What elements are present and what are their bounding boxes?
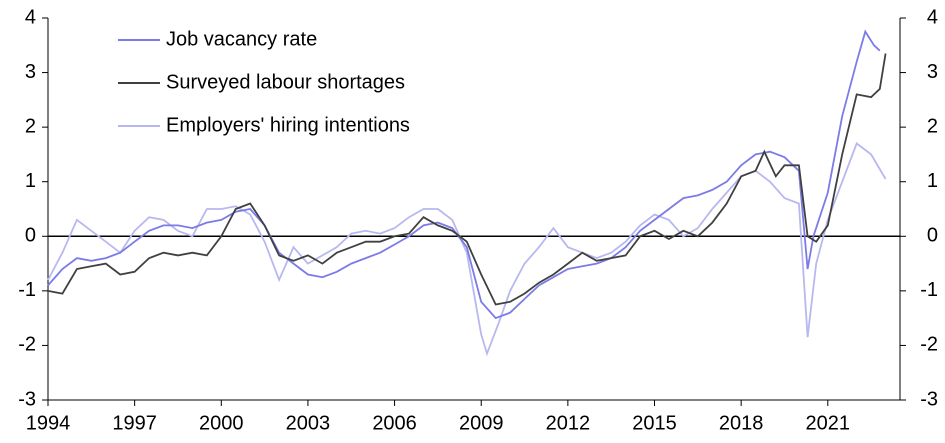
- y-tick-label: 0: [25, 225, 36, 247]
- x-tick-label: 2021: [806, 412, 851, 434]
- series-line: [47, 29, 881, 320]
- x-tick-label: 1997: [112, 412, 157, 434]
- x-tick-label: 2009: [459, 412, 504, 434]
- y-tick-label: -2: [18, 334, 36, 356]
- y2-tick-label: 3: [927, 61, 938, 83]
- x-tick-label: 2000: [199, 412, 244, 434]
- y-tick-label: 1: [25, 170, 36, 192]
- x-tick-label: 2003: [286, 412, 331, 434]
- legend-label: Job vacancy rate: [166, 28, 317, 50]
- legend-label: Employers' hiring intentions: [166, 114, 410, 136]
- x-tick-label: 2018: [719, 412, 764, 434]
- y-tick-label: 4: [25, 6, 36, 28]
- y-tick-label: -3: [18, 388, 36, 410]
- y-tick-label: 2: [25, 115, 36, 137]
- y2-tick-label: 4: [927, 6, 938, 28]
- x-tick-label: 2012: [546, 412, 591, 434]
- x-tick-label: 2015: [632, 412, 677, 434]
- x-tick-label: 1994: [26, 412, 71, 434]
- series-line: [47, 53, 887, 306]
- y2-tick-label: 0: [927, 225, 938, 247]
- y2-tick-label: 2: [927, 115, 938, 137]
- y2-tick-label: -2: [920, 334, 938, 356]
- y-tick-label: 3: [25, 61, 36, 83]
- x-tick-label: 2006: [372, 412, 417, 434]
- y-tick-label: -1: [18, 279, 36, 301]
- legend-label: Surveyed labour shortages: [166, 71, 405, 93]
- y2-tick-label: -3: [920, 388, 938, 410]
- y2-tick-label: 1: [927, 170, 938, 192]
- y2-tick-label: -1: [920, 279, 938, 301]
